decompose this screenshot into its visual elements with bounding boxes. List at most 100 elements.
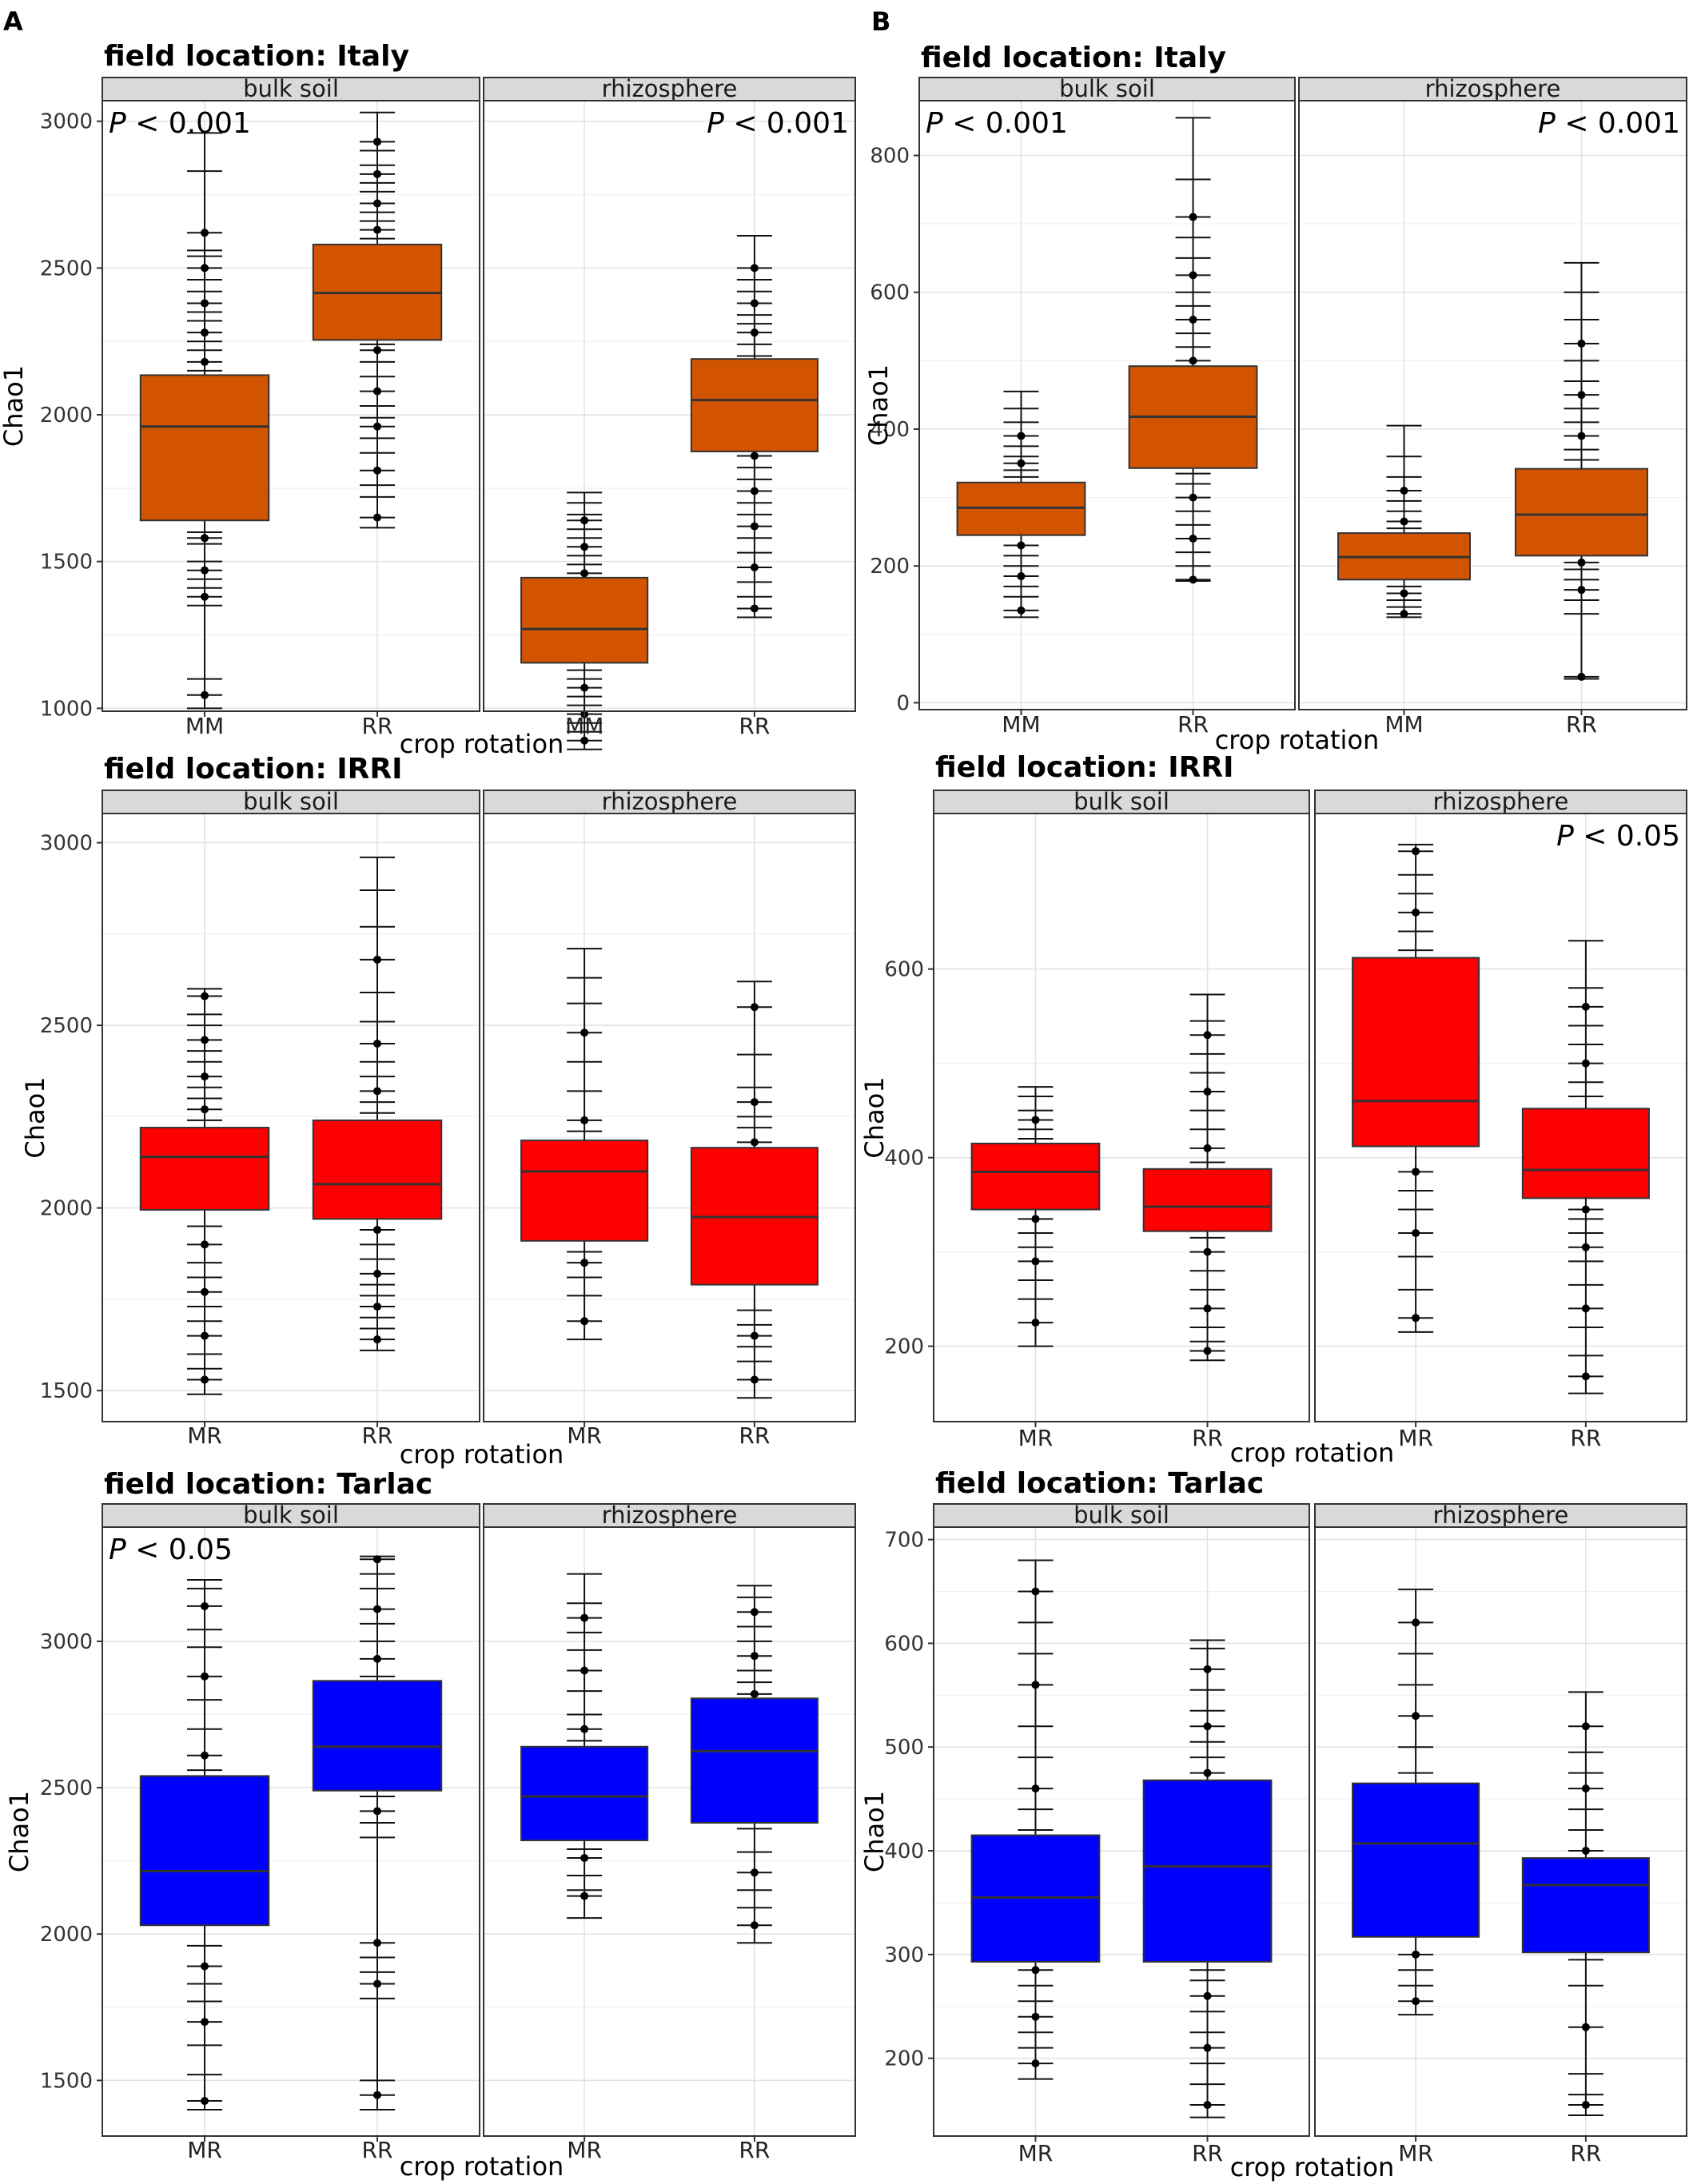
data-point [1412,847,1420,856]
data-point [1400,517,1408,526]
data-point [1203,1991,1212,2000]
panel-border [483,100,856,712]
p-value-annotation: P < 0.001 [109,107,251,140]
data-point [1017,432,1026,440]
chart-5: field location: Tarlac 1500 2000 2500 3000 Ch… [4,1468,856,2182]
box-iqr [139,1127,270,1211]
box-iqr [1142,1779,1273,1963]
data-point [750,1003,759,1012]
box-iqr [1352,1782,1480,1938]
data-point [1581,2101,1590,2110]
box-iqr [520,576,649,664]
data-point [750,522,759,531]
data-point [1203,2043,1212,2052]
box-rr [1521,940,1650,1394]
chart-title: field location: IRRI [104,753,403,786]
facet-strip [1314,1503,1687,1528]
data-point [750,328,759,337]
p-value-annotation: P < 0.05 [109,1534,233,1566]
x-tick-label: RR [1570,1425,1601,1451]
data-point [1189,575,1197,584]
data-point [750,1098,759,1107]
data-point [372,169,381,178]
p-symbol: P [707,107,724,140]
data-point [580,1028,589,1037]
data-point [1581,1243,1590,1251]
data-point [1581,2023,1590,2031]
box-iqr [690,358,819,452]
chart-title: field location: Italy [921,42,1226,74]
facet-strip [1314,790,1687,814]
box-iqr [1352,957,1480,1148]
data-point [1577,558,1586,567]
data-point [372,466,381,475]
data-point [372,1269,381,1278]
data-point [750,299,759,308]
p-value-text: < 0.001 [943,107,1068,140]
facet-strip-label: rhizosphere [602,788,738,815]
y-tick-label: 3000 [40,832,93,856]
data-point [372,1039,381,1048]
y-tick-label: 400 [870,418,910,442]
facet-strip-label: rhizosphere [602,1502,738,1529]
data-point [1581,1304,1590,1313]
data-point [580,1116,589,1124]
data-point [201,592,209,601]
y-tick-label: 2000 [40,404,93,428]
x-axis-title: crop rotation [400,1439,564,1470]
data-point [1203,1088,1212,1096]
data-point [1031,1257,1040,1266]
data-point [1189,356,1197,365]
y-tick-label: 1500 [40,1379,93,1403]
facet-strip [483,790,856,814]
chart-4: field location: IRRI 200 400 600 Chao1 crop r… [859,751,1687,1468]
x-tick-label: MM [565,713,604,739]
facet-strip [102,77,480,101]
data-point [1577,339,1586,348]
y-tick-label: 200 [884,1335,924,1359]
panel-border [1298,100,1687,710]
chart-title: field location: Italy [104,40,409,73]
box-iqr [970,1142,1101,1211]
data-point [1203,1247,1212,1256]
box-iqr [1142,1168,1273,1232]
data-point [1412,1950,1420,1959]
box-rr [690,1585,819,1944]
box-mr [1352,1588,1480,2016]
x-axis-title: crop rotation [1215,725,1380,755]
facet-strip [933,1503,1310,1528]
panel-border [1314,813,1687,1422]
facet-strip [483,1503,856,1528]
data-point [1203,1347,1212,1355]
data-point [1203,1144,1212,1152]
data-point [750,452,759,460]
box-rr [1142,1639,1273,2118]
facet-rhizosphere: rhizosphere MM RR P < 0.001 [483,75,856,750]
data-point [1031,2059,1040,2068]
data-point [201,1962,209,1971]
data-point [372,422,381,431]
data-point [1017,541,1026,550]
y-axis-title: Chao1 [859,1076,890,1158]
data-point [750,1331,759,1340]
y-tick-label: 1000 [40,697,93,721]
data-point [750,1652,759,1661]
data-point [201,1601,209,1610]
box-mm [139,132,270,710]
data-point [372,513,381,522]
data-point [1581,1002,1590,1011]
y-tick-label: 700 [884,1529,924,1553]
box-mr [1352,843,1480,1333]
y-tick-label: 0 [896,691,910,715]
y-tick-label: 2000 [40,1923,93,1947]
facet-strip-label: bulk soil [1074,1502,1169,1529]
data-point [580,569,589,578]
data-point [750,1375,759,1384]
x-tick-label: RR [1192,2140,1223,2166]
box-rr [690,981,819,1399]
data-point [1400,610,1408,619]
panel-border [102,1526,480,2137]
